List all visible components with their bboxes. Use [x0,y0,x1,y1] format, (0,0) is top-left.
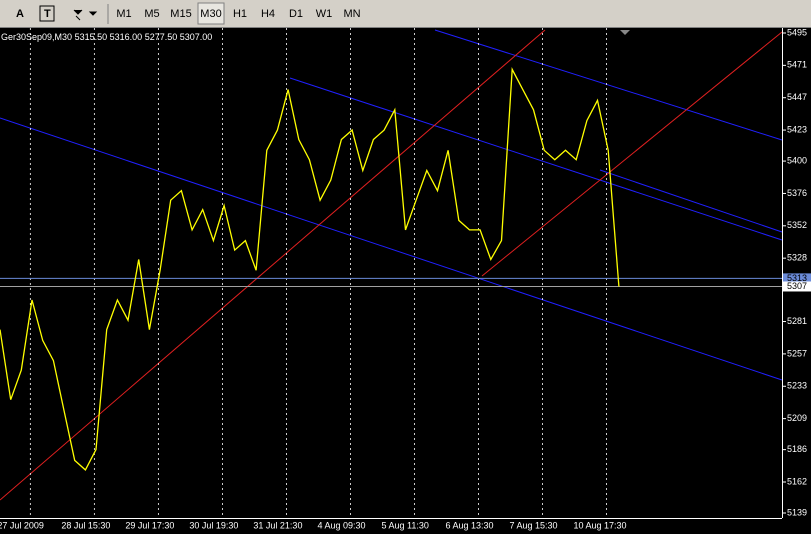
x-tick-label: 29 Jul 17:30 [125,520,174,530]
toolbar-button[interactable]: H4 [261,8,275,20]
toolbar-button[interactable]: A [16,8,24,20]
trend-line [599,169,783,233]
price-label-box [783,281,811,292]
trend-line [0,29,546,501]
y-tick-label: 5447 [787,92,807,102]
text-tool[interactable]: T [44,8,51,20]
y-tick-label: 5162 [787,476,807,486]
quote: 5307.00 [180,32,213,42]
symbol: Ger30Sep09,M30 [1,32,72,42]
x-tick-label: 31 Jul 21:30 [253,520,302,530]
quote: 5277.50 [145,32,178,42]
plot-area [0,28,782,534]
y-tick-label: 5376 [787,188,807,198]
toolbar-button[interactable]: W1 [316,8,333,20]
x-tick-label: 27 Jul 2009 [0,520,44,530]
y-tick-label: 5495 [787,27,807,37]
x-tick-label: 4 Aug 09:30 [317,520,365,530]
x-tick-label: 7 Aug 15:30 [510,520,558,530]
y-tick-label: 5281 [787,316,807,326]
toolbar [0,0,811,28]
y-tick-label: 5471 [787,60,807,70]
y-tick-label: 5328 [787,253,807,263]
y-tick-label: 5257 [787,348,807,358]
toolbar-button[interactable]: M1 [116,8,131,20]
price-label-box [783,273,811,284]
trend-line [0,117,783,381]
toolbar-button[interactable]: M5 [144,8,159,20]
toolbar-button[interactable]: M15 [170,8,191,20]
toolbar-buttons: A T M1 M5 M15 M30 H1 H4 D1 W1 MN [16,2,361,25]
price-label: 5307 [787,281,807,291]
chart-header: Ger30Sep09,M30 5315.50 5316.00 5277.50 5… [1,32,212,42]
arrow-tool[interactable] [73,9,98,21]
x-tick-label: 5 Aug 11:30 [381,520,428,530]
x-tick-label: 30 Jul 19:30 [189,520,238,530]
shift-marker [620,30,630,35]
quote: 5316.00 [110,32,143,42]
y-tick-label: 5186 [787,444,807,454]
trend-lines [0,29,783,501]
x-tick-label: 10 Aug 17:30 [574,520,627,530]
quote: 5315.50 [75,32,108,42]
x-tick-label: 6 Aug 13:30 [445,520,493,530]
x-tick-label: 28 Jul 15:30 [61,520,110,530]
y-tick-label: 5352 [787,220,807,230]
toolbar-button[interactable]: H1 [233,8,247,20]
toolbar-button[interactable]: MN [343,8,360,20]
toolbar-button[interactable]: D1 [289,8,303,20]
y-tick-label: 5423 [787,124,807,134]
text-tool-box[interactable] [39,5,55,22]
trend-line [481,31,783,277]
trend-line [434,29,783,141]
y-tick-label: 5139 [787,507,807,517]
button-pressed[interactable] [197,2,225,25]
toolbar-button[interactable]: M30 [200,8,221,20]
price-line-series [0,67,620,471]
y-tick-label: 5233 [787,381,807,391]
y-tick-label: 5209 [787,413,807,423]
trend-line [289,77,783,241]
y-tick-label: 5400 [787,155,807,165]
price-label: 5313 [787,273,807,283]
